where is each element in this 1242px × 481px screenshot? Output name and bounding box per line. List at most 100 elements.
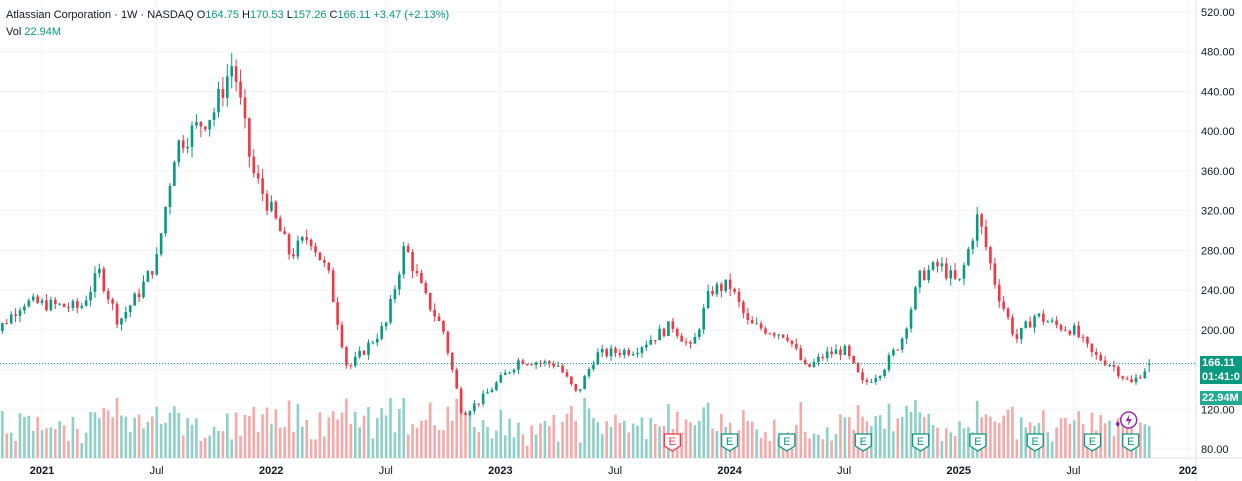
candle-body [243, 97, 247, 119]
volume-bar [115, 398, 119, 458]
candle-body [503, 372, 507, 376]
candle-body [1046, 321, 1050, 323]
volume-bar [821, 439, 825, 458]
volume-bar [746, 421, 750, 458]
volume-bar [852, 430, 855, 458]
volume-bar [402, 398, 406, 458]
candle-body [40, 300, 44, 303]
candle-body [556, 365, 560, 367]
symbol-line: Atlassian Corporation · 1W · NASDAQ [6, 9, 194, 21]
time-tick-label: 2024 [717, 465, 742, 477]
candle-body [195, 121, 198, 126]
volume-bar [583, 398, 586, 458]
candle-body [525, 364, 529, 366]
volume-bar [503, 435, 507, 458]
candle-body [843, 345, 847, 355]
candle-body [817, 356, 820, 362]
volume-bar [486, 426, 489, 458]
volume-bar [146, 421, 150, 458]
earnings-badge-label: E [669, 436, 676, 448]
volume-bar [534, 434, 538, 458]
volume-bar [759, 437, 763, 458]
candle-body [384, 322, 388, 327]
volume-bar [887, 403, 891, 458]
volume-bar [323, 436, 326, 458]
volume-bar [517, 422, 520, 458]
candle-body [821, 356, 825, 358]
volume-bar [1020, 417, 1023, 458]
volume-bar [627, 432, 631, 458]
volume-bar [459, 398, 463, 458]
candle-body [878, 376, 882, 379]
volume-bar [795, 424, 798, 458]
candle-body [596, 352, 600, 365]
candle-body [428, 292, 432, 310]
candle-body [737, 291, 741, 302]
volume-bar [384, 415, 388, 458]
candle-body [111, 299, 114, 304]
volume-bar [636, 425, 639, 458]
candle-body [199, 121, 203, 127]
candle-body [345, 347, 348, 366]
volume-bar [742, 410, 745, 458]
volume-bar [5, 433, 9, 458]
candle-body [706, 291, 710, 308]
candle-body [667, 321, 670, 336]
candle-body [459, 388, 463, 413]
candle-body [543, 361, 547, 363]
candle-body [949, 270, 953, 279]
candle-body [945, 263, 948, 279]
candle-body [680, 335, 683, 342]
volume-bar [689, 422, 692, 458]
volume-bar [71, 416, 75, 458]
candle-body [133, 293, 136, 306]
candle-body [530, 364, 533, 366]
candle-body [940, 263, 944, 267]
candle-body [755, 323, 758, 325]
price-tick-label: 520.00 [1201, 7, 1235, 19]
volume-bar [40, 430, 44, 458]
volume-bar [67, 440, 70, 458]
volume-bar [393, 432, 397, 458]
volume-bar [962, 428, 966, 458]
candle-body [830, 351, 833, 355]
volume-value: 22.94M [24, 26, 62, 38]
candle-body [896, 349, 900, 351]
candle-body [953, 270, 957, 279]
candle-body [5, 323, 9, 325]
volume-bar [23, 416, 26, 458]
candle-body [1037, 313, 1041, 317]
candle-body [640, 347, 644, 353]
candle-body [1094, 352, 1098, 355]
candle-body [89, 291, 92, 301]
volume-bar [442, 430, 445, 458]
candle-body [1033, 316, 1036, 328]
volume-bar [164, 422, 167, 458]
volume-bar [596, 422, 600, 458]
volume-bar [80, 443, 84, 458]
volume-bar [331, 411, 335, 458]
candle-body [1002, 301, 1005, 309]
candle-body [825, 351, 829, 358]
volume-bar [525, 445, 529, 458]
volume-bar [93, 412, 97, 458]
volume-bar [318, 412, 322, 458]
candle-body [790, 340, 794, 344]
volume-bar [548, 426, 551, 458]
candle-body [455, 369, 458, 389]
volume-bar [667, 404, 670, 458]
candle-body [631, 354, 635, 356]
candle-body [375, 338, 379, 343]
volume-bar [137, 414, 141, 458]
earnings-badge-icon [854, 433, 872, 452]
candle-body [742, 301, 745, 314]
volume-bar [1, 410, 4, 458]
candle-body [1125, 378, 1129, 380]
volume-bar [574, 420, 578, 458]
candle-body [609, 348, 613, 357]
volume-bar [406, 434, 410, 458]
close-value: 166.11 [337, 9, 371, 21]
volume-bar [248, 415, 251, 458]
price-tick-label: 80.00 [1201, 444, 1229, 456]
